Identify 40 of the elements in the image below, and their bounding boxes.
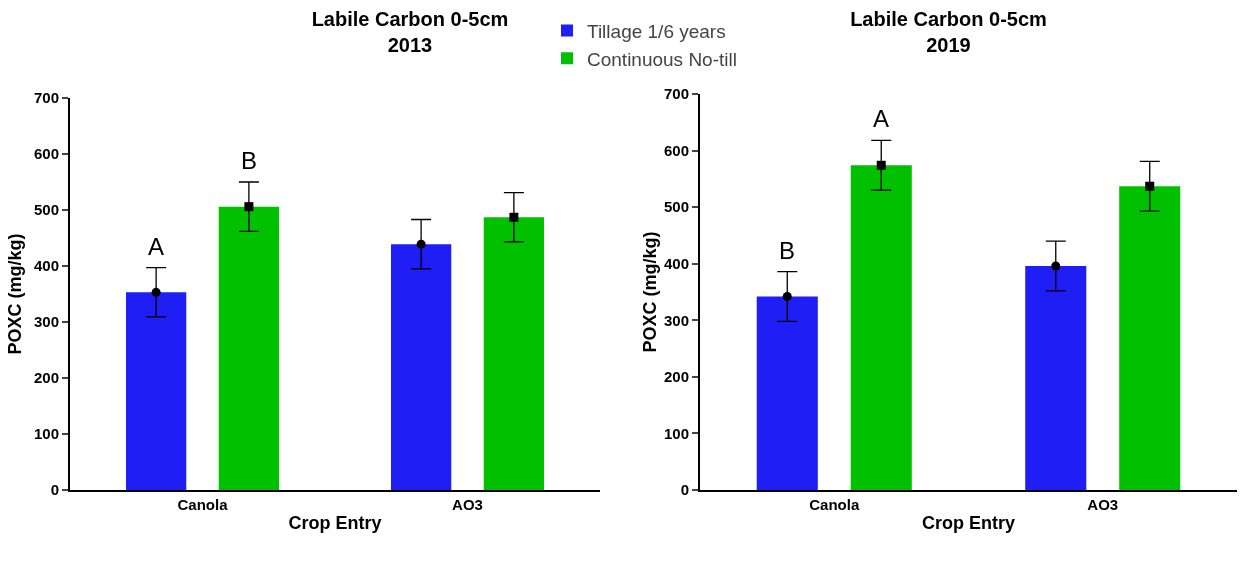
y-tick-label: 0 — [50, 481, 59, 499]
y-tick-label: 700 — [663, 85, 689, 103]
x-axis-title: Crop Entry — [921, 512, 1016, 533]
bar — [1119, 186, 1181, 490]
legend-label: Continuous No-till — [587, 48, 737, 70]
y-tick-label: 600 — [663, 141, 689, 159]
y-tick-label: 200 — [33, 369, 59, 387]
y-tick-label: 400 — [663, 254, 689, 272]
bar — [125, 292, 187, 490]
y-tick-label: 300 — [663, 311, 689, 329]
bar — [390, 244, 452, 490]
y-tick-label: 600 — [33, 145, 59, 163]
bar — [1025, 265, 1087, 490]
x-tick-label: AO3 — [452, 496, 483, 513]
y-tick-label: 100 — [33, 425, 59, 443]
bar — [756, 296, 818, 490]
chart-title: Labile Carbon 0-5cm 2013 — [311, 7, 509, 56]
x-axis-title: Crop Entry — [288, 512, 382, 533]
x-tick-label: AO3 — [1087, 496, 1119, 513]
legend-label: Tillage 1/6 years — [587, 21, 726, 43]
annotation: A — [873, 105, 890, 132]
chart-title: Labile Carbon 0-5cm 2019 — [850, 7, 1047, 56]
x-tick-label: Canola — [177, 496, 229, 513]
y-tick-label: 700 — [33, 89, 59, 107]
bar — [483, 217, 545, 490]
annotation: B — [779, 237, 796, 264]
y-tick-label: 100 — [663, 424, 689, 442]
y-tick-label: 500 — [33, 201, 59, 219]
y-axis-title: POXC (mg/kg) — [4, 233, 25, 355]
y-tick-label: 300 — [33, 313, 59, 331]
bar — [218, 206, 280, 490]
y-tick-label: 500 — [663, 198, 689, 216]
bar — [850, 165, 912, 490]
x-tick-label: Canola — [809, 496, 860, 513]
y-tick-label: 0 — [680, 481, 689, 499]
annotation: A — [148, 233, 165, 260]
y-tick-label: 400 — [33, 257, 59, 275]
y-axis-title: POXC (mg/kg) — [640, 231, 660, 353]
annotation: B — [241, 147, 258, 174]
y-tick-label: 200 — [663, 368, 689, 386]
